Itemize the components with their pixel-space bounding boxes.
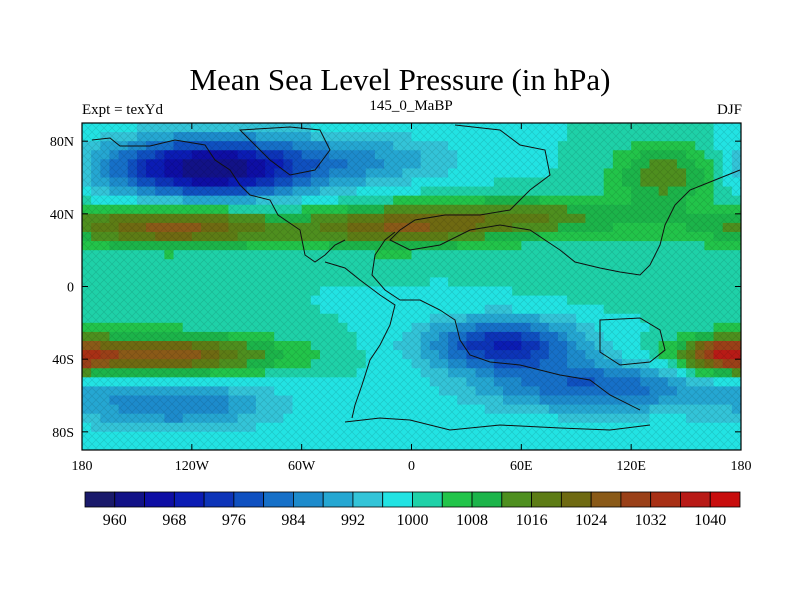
colorbar-label: 968	[162, 512, 186, 529]
colorbar-box	[114, 491, 145, 508]
y-tick-label: 80S	[52, 426, 74, 441]
coastlines	[91, 124, 741, 431]
coast-africa	[371, 231, 641, 411]
x-tick-label: 180	[731, 459, 752, 474]
period-label: 145_0_MaBP	[369, 98, 453, 114]
experiment-label: Expt = texYd	[82, 102, 163, 118]
colorbar-box	[560, 491, 592, 508]
colorbar-label: 992	[341, 512, 365, 529]
y-tick-label: 40N	[50, 208, 74, 223]
y-tick-label: 40S	[52, 353, 74, 368]
y-tick-label: 0	[67, 281, 74, 296]
chart-title: Mean Sea Level Pressure (in hPa)	[189, 62, 611, 97]
x-tick-label: 60W	[288, 459, 316, 474]
colorbar-box	[203, 491, 235, 508]
colorbar-label: 1032	[635, 512, 667, 529]
colorbar-box	[233, 491, 265, 508]
x-tick-label: 60E	[510, 459, 533, 474]
colorbar-box	[144, 491, 175, 508]
colorbar-box	[620, 491, 652, 508]
colorbar-box	[531, 491, 562, 508]
colorbar-box	[709, 491, 741, 508]
colorbar-box	[322, 491, 354, 508]
y-axis: 80N 40N 0 40S 80S	[50, 135, 741, 441]
coast-australia	[599, 317, 666, 366]
colorbar-box	[501, 491, 532, 508]
colorbar-box	[173, 491, 205, 508]
colorbar-label: 984	[281, 512, 305, 529]
season-label: DJF	[716, 102, 742, 118]
colorbar-box	[382, 491, 413, 508]
colorbar-label: 1008	[456, 512, 488, 529]
x-tick-label: 0	[408, 459, 415, 474]
colorbar-label: 1016	[516, 512, 548, 529]
colorbar-box	[441, 491, 473, 508]
coast-south-america	[324, 261, 396, 419]
colorbar-box	[680, 491, 711, 508]
colorbar-label: 960	[103, 512, 127, 529]
colorbar-box	[293, 491, 324, 508]
coast-greenland	[238, 126, 331, 176]
colorbar-box	[352, 491, 384, 508]
colorbar-label: 1040	[694, 512, 726, 529]
y-tick-label: 80N	[50, 135, 74, 150]
colorbar-label: 1024	[575, 512, 607, 529]
x-tick-label: 120W	[175, 459, 210, 474]
x-tick-label: 180	[72, 459, 93, 474]
coast-eurasia	[389, 124, 741, 276]
colorbar-box	[471, 491, 503, 508]
colorbar-box	[590, 491, 622, 508]
colorbar-box	[263, 491, 294, 508]
x-tick-label: 120E	[616, 459, 646, 474]
colorbar: 960 968 976 984 992 1000 1008 1016 1024 1032 1040	[84, 491, 741, 529]
colorbar-box	[412, 491, 443, 508]
colorbar-box	[84, 491, 116, 508]
x-axis: 180 120W 60W 0 60E 120E 180	[72, 123, 752, 474]
coast-antarctica	[344, 417, 651, 431]
colorbar-box	[650, 491, 681, 508]
coast-north-america	[91, 137, 346, 263]
colorbar-label: 976	[222, 512, 246, 529]
colorbar-label: 1000	[397, 512, 429, 529]
field-hatching	[82, 123, 741, 450]
